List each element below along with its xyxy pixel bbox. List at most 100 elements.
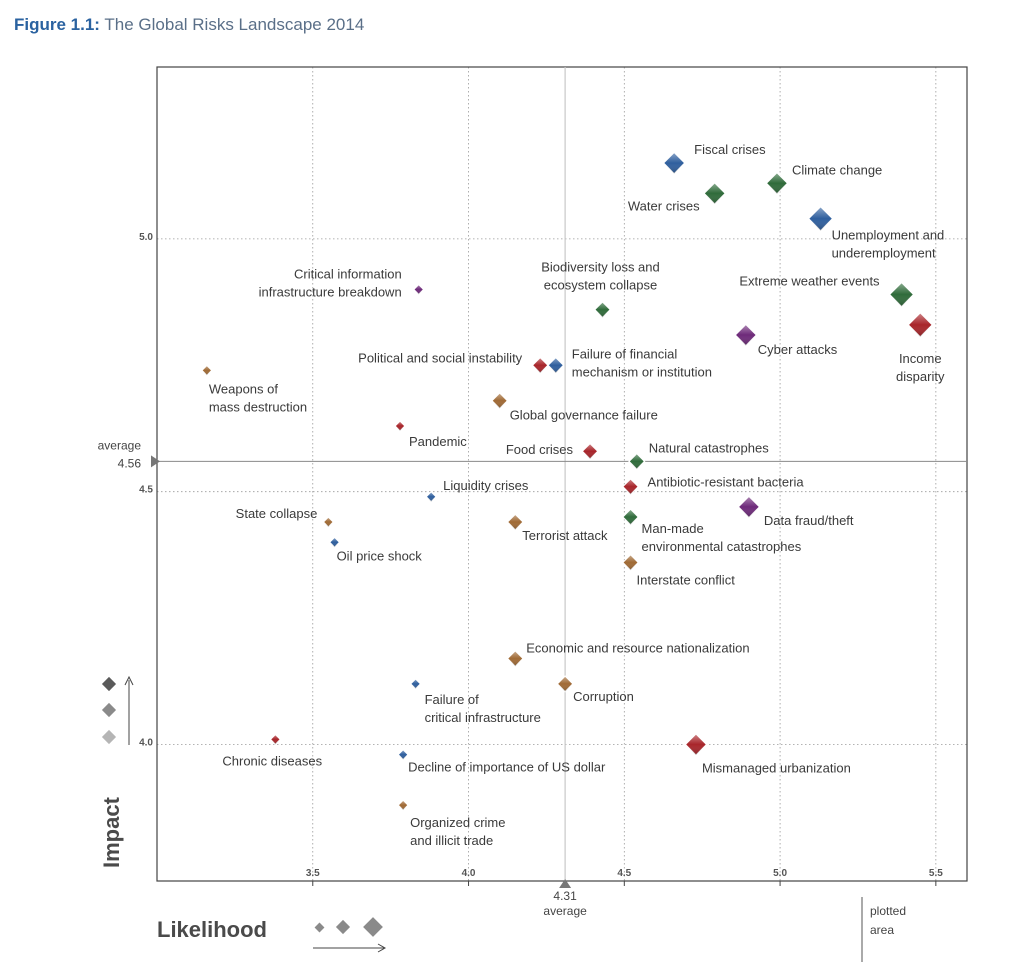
point-label: Organized crime and illicit trade	[410, 815, 505, 848]
x-tick-label: 4.5	[617, 868, 631, 879]
data-point	[621, 478, 640, 496]
data-point	[556, 675, 574, 693]
data-point	[621, 508, 640, 526]
point-label: Economic and resource nationalization	[526, 641, 749, 656]
data-point	[581, 442, 599, 460]
point-label-line: mechanism or institution	[572, 364, 712, 379]
x-axis-title: Likelihood	[157, 917, 267, 942]
likelihood-size-legend	[313, 917, 387, 953]
point-label-line: Income	[899, 351, 942, 366]
point-label: Food crises	[506, 442, 574, 457]
average-x-marker	[559, 879, 572, 888]
point-label-line: Critical information	[294, 266, 402, 281]
point-marker-shade	[622, 554, 639, 571]
plotted-area-line2: area	[870, 923, 894, 937]
point-label-line: Organized crime	[410, 815, 505, 830]
y-tick-label: 4.5	[139, 485, 153, 496]
point-labels: Fiscal crises Climate change Water crises U…	[209, 142, 945, 848]
point-marker-shade	[582, 443, 598, 460]
point-label: Corruption	[573, 689, 634, 704]
point-label: Biodiversity loss and ecosystem collapse	[541, 260, 660, 293]
point-marker-shade	[766, 172, 788, 194]
data-point	[328, 536, 341, 549]
point-marker-shade	[735, 324, 757, 346]
point-label: Cyber attacks	[758, 342, 838, 357]
data-point	[737, 495, 761, 519]
point-label: Weapons of mass destruction	[209, 381, 307, 414]
point-marker-shade	[532, 357, 548, 374]
point-label-line: disparity	[896, 369, 945, 384]
point-label: Fiscal crises	[694, 142, 766, 157]
point-marker-shade	[704, 182, 726, 205]
point-marker-shade	[398, 800, 409, 811]
point-marker-shade	[323, 517, 334, 527]
point-marker-shade	[426, 491, 437, 502]
data-points	[201, 151, 934, 811]
point-label-line: infrastructure breakdown	[259, 284, 402, 299]
data-point	[907, 311, 934, 338]
point-label: State collapse	[236, 506, 318, 521]
data-point	[531, 356, 549, 374]
point-label: Political and social instability	[358, 350, 523, 365]
point-label-line: Failure of financial	[572, 346, 678, 361]
point-label: Pandemic	[409, 434, 467, 449]
x-tick-label: 3.5	[306, 868, 320, 879]
point-marker-shade	[738, 496, 760, 518]
data-point	[322, 516, 335, 528]
data-point	[547, 356, 565, 374]
data-point	[506, 649, 524, 668]
point-marker-shade	[685, 733, 707, 756]
point-label-line: and illicit trade	[410, 833, 493, 848]
point-label-line: underemployment	[832, 246, 936, 261]
y-tick-label: 4.0	[139, 737, 153, 748]
data-point	[397, 799, 409, 811]
point-label: Water crises	[628, 198, 700, 213]
point-marker-shade	[628, 453, 645, 470]
point-marker-shade	[507, 650, 524, 667]
data-point	[425, 490, 437, 503]
point-marker-shade	[395, 421, 405, 431]
data-point	[684, 733, 708, 756]
average-x-label: average	[543, 904, 587, 918]
point-label: Mismanaged urbanization	[702, 760, 851, 775]
data-point	[621, 553, 640, 572]
data-point	[506, 513, 524, 531]
point-label-line: Unemployment and	[832, 228, 945, 243]
data-point	[491, 392, 509, 410]
data-point	[703, 181, 727, 205]
point-label: Income disparity	[896, 351, 945, 384]
y-tick-label: 5.0	[139, 232, 153, 243]
point-label-line: Failure of	[425, 692, 480, 707]
point-label: Terrorist attack	[522, 528, 608, 543]
point-label: Liquidity crises	[443, 478, 529, 493]
point-label: Oil price shock	[337, 548, 423, 563]
average-y-value: 4.56	[118, 456, 142, 470]
point-label: Unemployment and underemployment	[832, 228, 945, 261]
x-tick-label: 5.0	[773, 868, 787, 879]
point-label: Climate change	[792, 162, 882, 177]
data-point	[662, 151, 686, 175]
point-label-line: environmental catastrophes	[642, 539, 802, 554]
point-label-line: ecosystem collapse	[544, 278, 657, 293]
data-point	[412, 283, 425, 296]
grid	[157, 67, 967, 886]
point-label: Man-made environmental catastrophes	[642, 521, 802, 554]
data-point	[394, 420, 406, 432]
point-marker-shade	[413, 284, 424, 295]
average-x-value: 4.31	[553, 889, 577, 903]
point-marker-shade	[201, 365, 212, 376]
point-label-line: Biodiversity loss and	[541, 260, 660, 275]
data-point	[807, 205, 834, 232]
point-label-line: Weapons of	[209, 381, 279, 396]
plotted-area-note: plotted area	[861, 897, 906, 962]
x-tick-label: 5.5	[929, 868, 943, 879]
impact-size-legend	[101, 675, 134, 745]
tick-labels: 3.5 4.0 4.5 5.0 5.5 4.0 4.5 5.0	[139, 232, 943, 879]
point-marker-shade	[557, 676, 573, 692]
point-label-line: Man-made	[642, 521, 704, 536]
point-marker-shade	[808, 206, 833, 231]
point-marker-shade	[663, 152, 685, 174]
data-point	[734, 323, 758, 347]
